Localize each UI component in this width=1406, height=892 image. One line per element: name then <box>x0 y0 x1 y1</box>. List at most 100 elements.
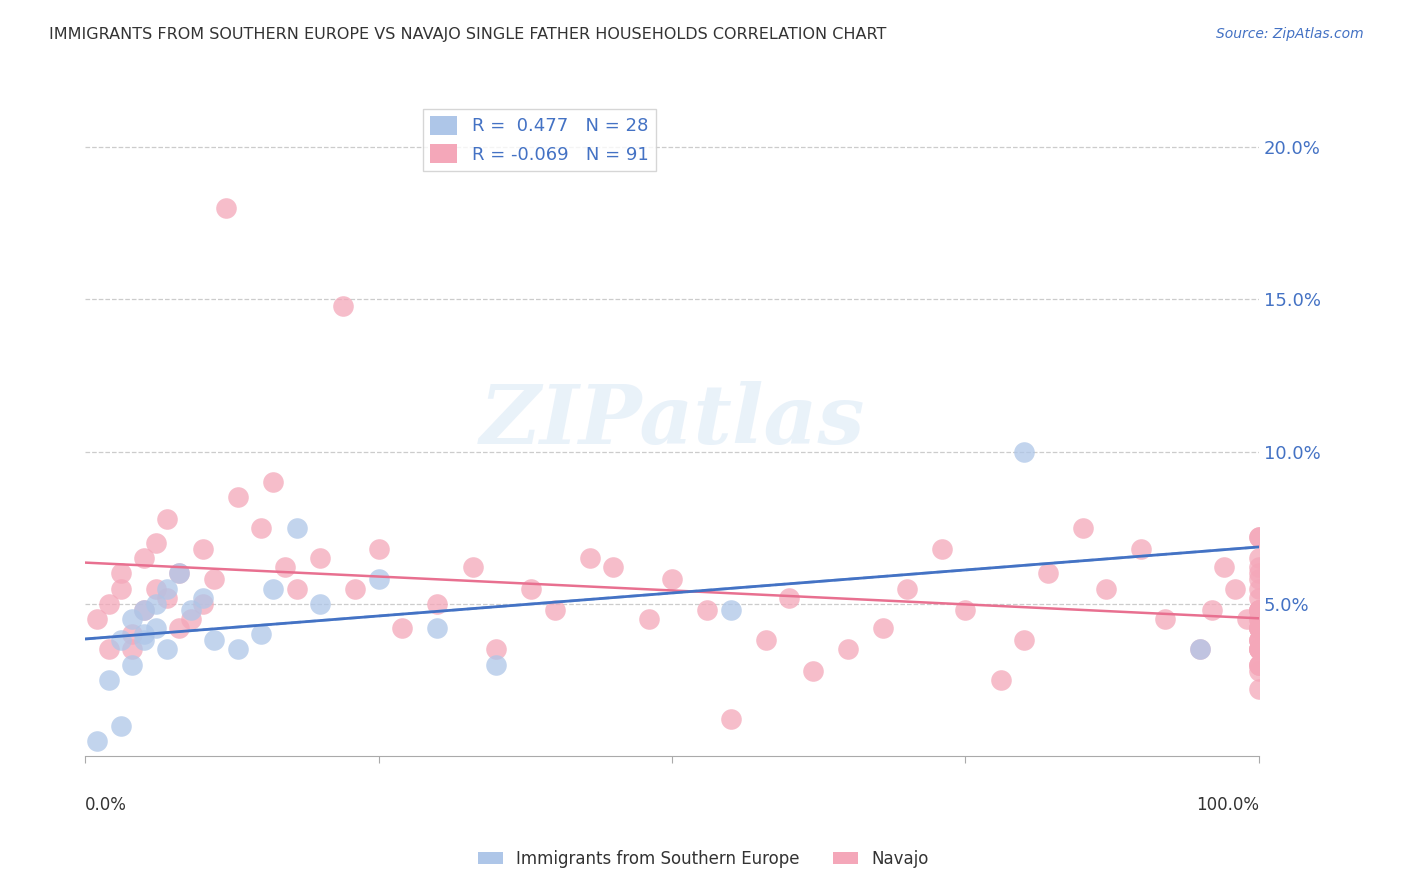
Point <box>121 642 143 657</box>
Point <box>801 664 824 678</box>
Point <box>132 627 155 641</box>
Point <box>367 541 389 556</box>
Point <box>637 612 659 626</box>
Point <box>1247 582 1270 596</box>
Point <box>145 621 167 635</box>
Point <box>696 603 718 617</box>
Point <box>1247 633 1270 648</box>
Point <box>1201 603 1223 617</box>
Point <box>1247 642 1270 657</box>
Point <box>97 597 120 611</box>
Point <box>110 582 132 596</box>
Point <box>485 642 508 657</box>
Point <box>226 642 249 657</box>
Point <box>1247 530 1270 544</box>
Point <box>167 566 190 581</box>
Point <box>132 603 155 617</box>
Point <box>1247 621 1270 635</box>
Point <box>896 582 918 596</box>
Point <box>110 718 132 732</box>
Point <box>97 673 120 687</box>
Point <box>121 612 143 626</box>
Point <box>1247 591 1270 605</box>
Point <box>156 591 179 605</box>
Point <box>1247 657 1270 672</box>
Point <box>1247 681 1270 696</box>
Point <box>520 582 543 596</box>
Point <box>97 642 120 657</box>
Point <box>1189 642 1212 657</box>
Point <box>602 560 624 574</box>
Text: Source: ZipAtlas.com: Source: ZipAtlas.com <box>1216 27 1364 41</box>
Point <box>180 612 202 626</box>
Point <box>1247 621 1270 635</box>
Legend: R =  0.477   N = 28, R = -0.069   N = 91: R = 0.477 N = 28, R = -0.069 N = 91 <box>423 109 655 171</box>
Point <box>86 612 108 626</box>
Text: ZIPatlas: ZIPatlas <box>479 381 865 461</box>
Point <box>191 541 214 556</box>
Point <box>110 633 132 648</box>
Point <box>1247 633 1270 648</box>
Point <box>1247 566 1270 581</box>
Point <box>1247 642 1270 657</box>
Point <box>661 573 683 587</box>
Point <box>1247 603 1270 617</box>
Point <box>1225 582 1247 596</box>
Point <box>1130 541 1153 556</box>
Point <box>485 657 508 672</box>
Point <box>215 201 238 215</box>
Point <box>180 603 202 617</box>
Point <box>1012 633 1035 648</box>
Point <box>1247 633 1270 648</box>
Point <box>755 633 778 648</box>
Point <box>262 475 284 489</box>
Text: 0.0%: 0.0% <box>86 796 127 814</box>
Point <box>1247 657 1270 672</box>
Point <box>344 582 367 596</box>
Point <box>1247 530 1270 544</box>
Point <box>1236 612 1258 626</box>
Point <box>426 621 449 635</box>
Point <box>1247 621 1270 635</box>
Point <box>872 621 894 635</box>
Point <box>167 566 190 581</box>
Point <box>156 582 179 596</box>
Point <box>1247 642 1270 657</box>
Point <box>391 621 413 635</box>
Point <box>990 673 1012 687</box>
Point <box>145 582 167 596</box>
Point <box>720 713 742 727</box>
Point <box>1247 603 1270 617</box>
Point <box>262 582 284 596</box>
Point <box>1247 621 1270 635</box>
Point <box>1095 582 1118 596</box>
Point <box>1247 573 1270 587</box>
Point <box>1247 551 1270 566</box>
Point <box>1012 444 1035 458</box>
Point <box>931 541 953 556</box>
Point <box>426 597 449 611</box>
Point <box>955 603 977 617</box>
Text: IMMIGRANTS FROM SOUTHERN EUROPE VS NAVAJO SINGLE FATHER HOUSEHOLDS CORRELATION C: IMMIGRANTS FROM SOUTHERN EUROPE VS NAVAJ… <box>49 27 887 42</box>
Point <box>1247 612 1270 626</box>
Point <box>1247 664 1270 678</box>
Point <box>1247 560 1270 574</box>
Point <box>110 566 132 581</box>
Point <box>367 573 389 587</box>
Point <box>544 603 567 617</box>
Point <box>121 627 143 641</box>
Point <box>1212 560 1234 574</box>
Point <box>274 560 297 574</box>
Point <box>309 551 332 566</box>
Point <box>1189 642 1212 657</box>
Point <box>1247 603 1270 617</box>
Point <box>250 627 273 641</box>
Point <box>202 573 225 587</box>
Point <box>1247 603 1270 617</box>
Point <box>167 621 190 635</box>
Point <box>778 591 800 605</box>
Point <box>1071 521 1094 535</box>
Point <box>156 511 179 525</box>
Point <box>1247 612 1270 626</box>
Point <box>1154 612 1177 626</box>
